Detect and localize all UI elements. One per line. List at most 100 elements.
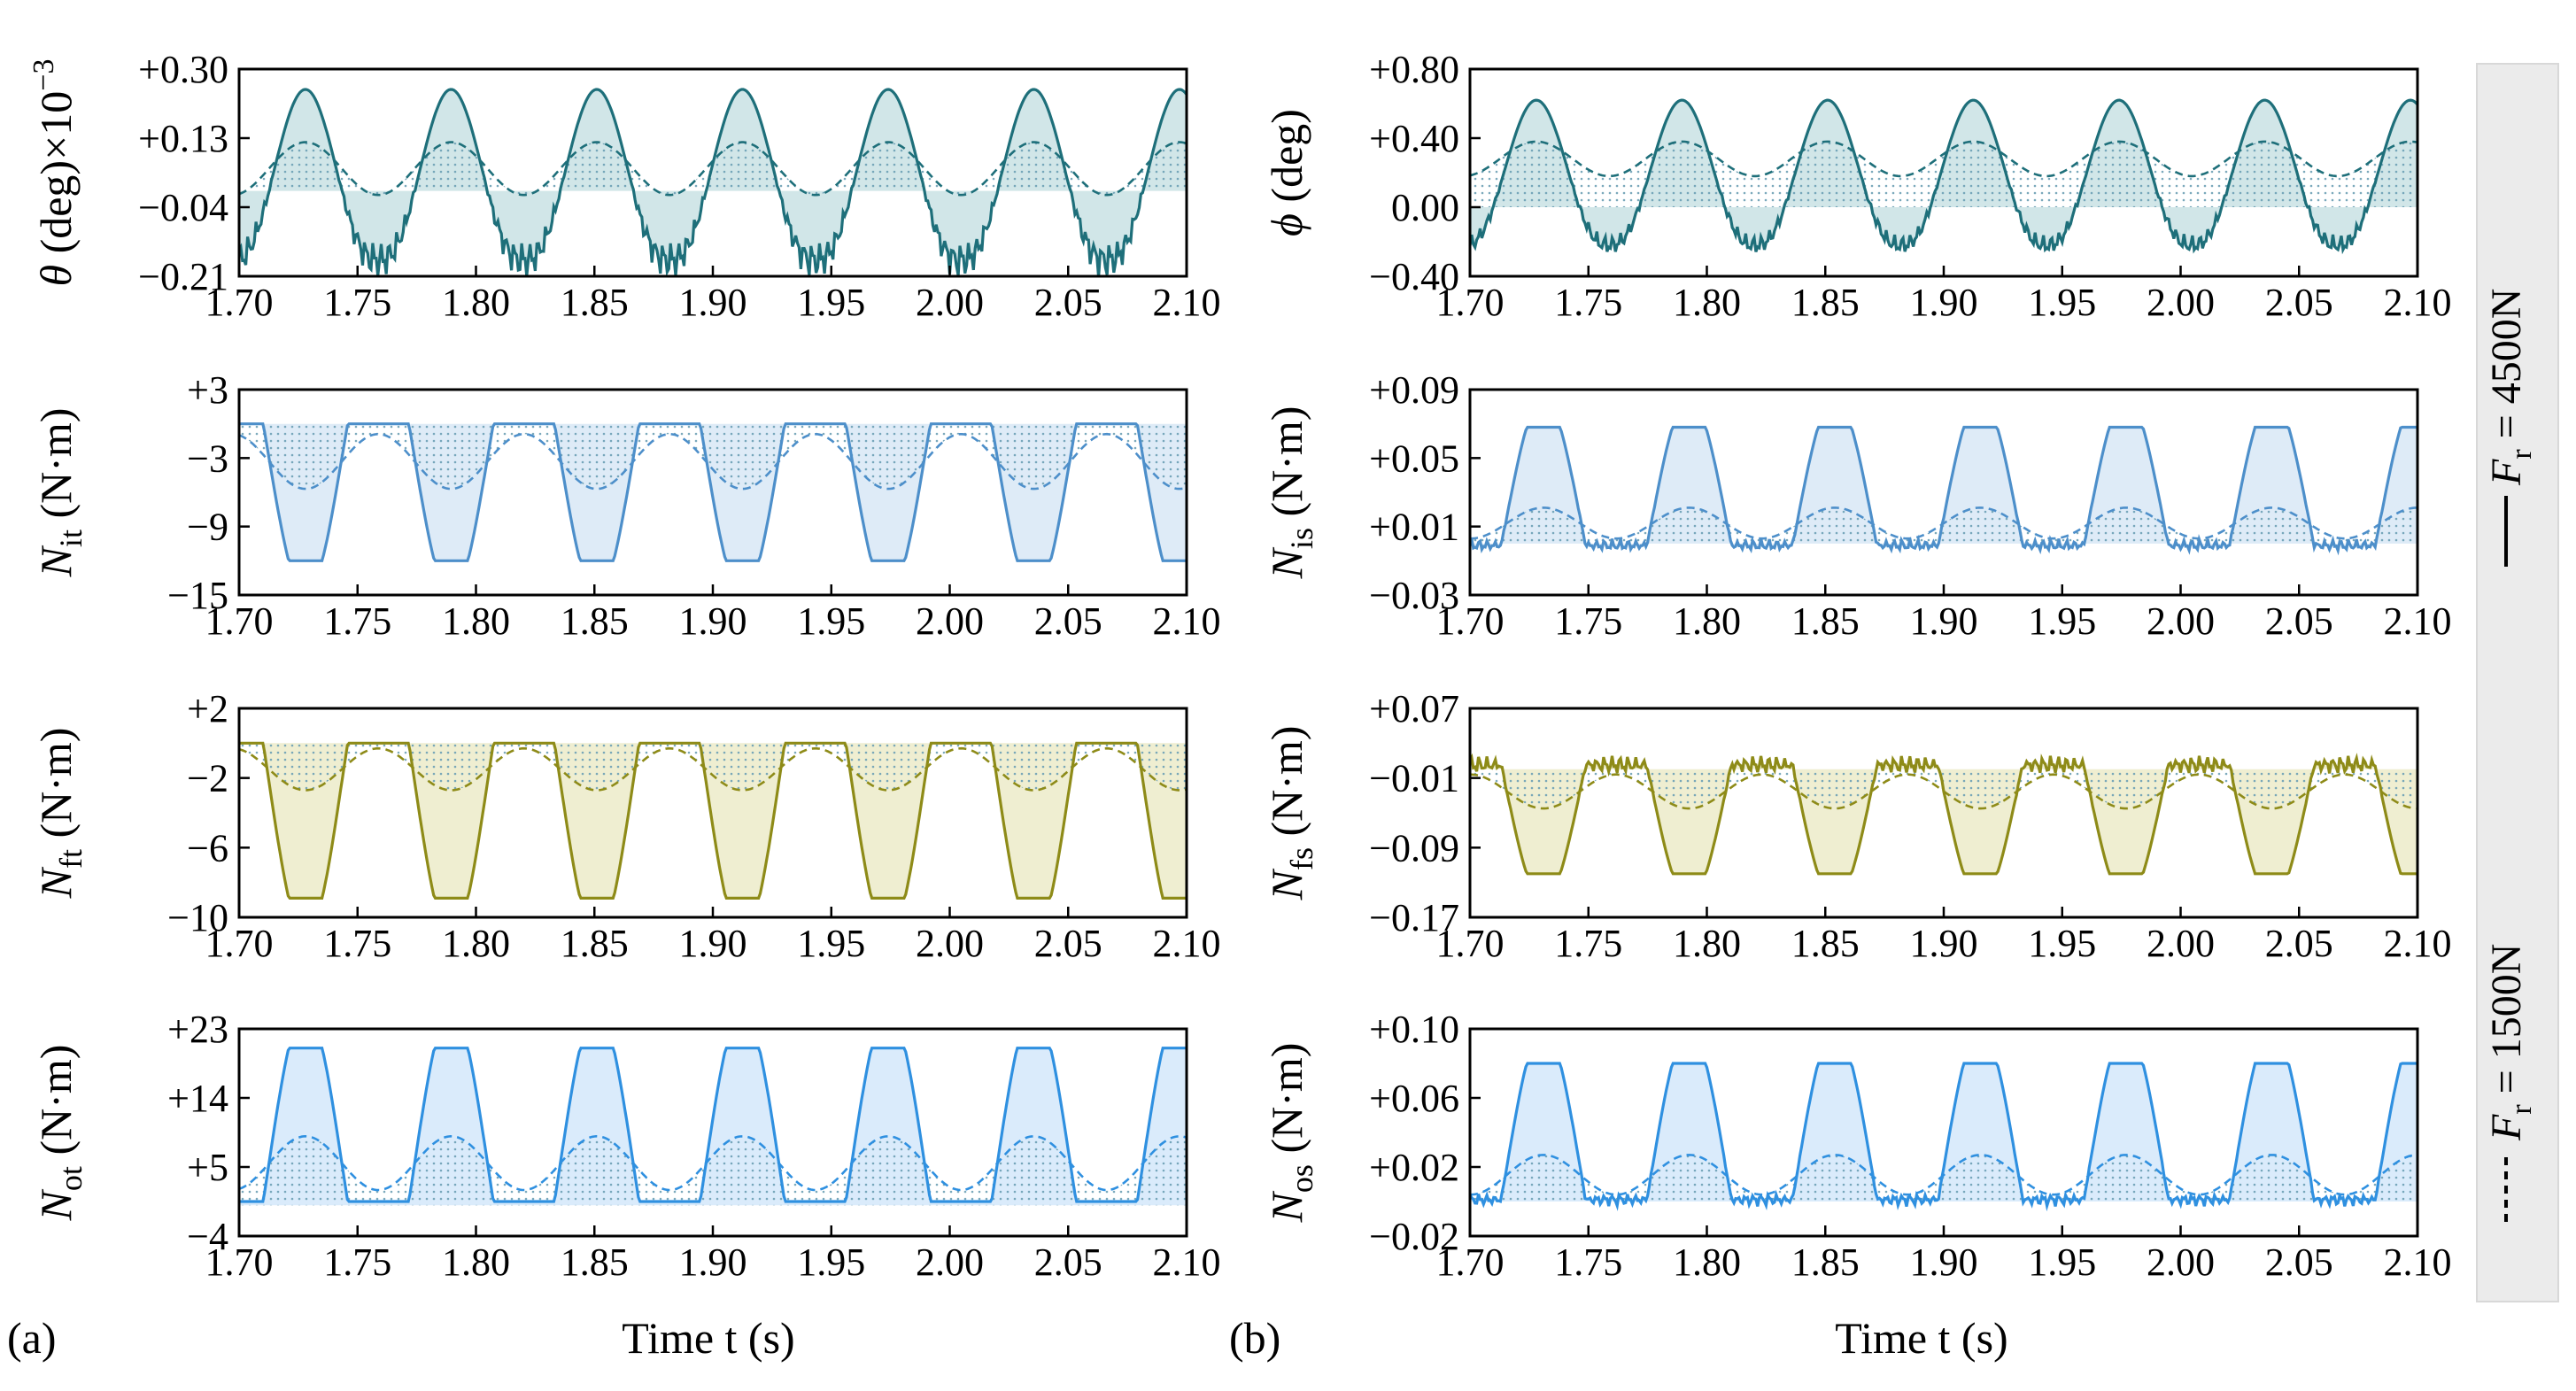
xtick-label-Nfs-6: 2.00 [2147,922,2215,965]
series-Nis-dashed [1470,506,2417,540]
xtick-label-Nfs-8: 2.10 [2384,922,2452,965]
ytick-label-Nis-3: −0.03 [1369,574,1459,617]
ytick-label-Nos-0: +0.10 [1369,1008,1459,1051]
series-Nis-solid [1468,425,2417,556]
series-Nos-dashed [1470,1154,2418,1196]
ytick-label-Nft-2: −6 [187,826,228,869]
xtick-label-phi-7: 2.05 [2265,281,2333,324]
legend: Fr = 4500N Fr = 1500N [2476,63,2559,1302]
ytick-label-Not-2: +5 [187,1146,228,1189]
xtick-label-Nft-2: 1.80 [442,922,510,965]
xtick-label-Nft-8: 2.10 [1153,922,1221,965]
xtick-label-Nis-0: 1.70 [1436,599,1505,643]
xtick-label-phi-4: 1.90 [1910,281,1978,324]
ytick-label-Nft-3: −10 [167,896,228,939]
chart-theta: +0.30 +0.13 −0.04 −0.211.70 1.75 1.80 1.85 1.90… [27,48,1221,324]
panels: +0.30+0.13−0.04−0.211.70 1.75 1.80 1.85 1.90… [27,48,2452,1284]
ytick-label-Nit-0: +3 [187,368,228,412]
legend-solid-label: Fr = 4500N [2483,289,2538,486]
ytick-label-theta-3: −0.21 [138,255,228,298]
xtick-label-phi-8: 2.10 [2384,281,2452,324]
xtick-label-Nos-6: 2.00 [2147,1240,2215,1284]
xtick-label-theta-0: 1.70 [205,281,274,324]
ytick-label-Nfs-2: −0.09 [1369,826,1459,869]
series-Nfs-dashed [1469,773,2418,810]
area-Not-dashed [239,1136,1187,1206]
xtick-label-phi-5: 1.95 [2028,281,2096,324]
series-theta-dashed [238,141,1187,197]
ytick-label-theta-0: +0.30 [138,48,228,91]
series-Not-dashed [238,1134,1187,1192]
legend-dashed-label: Fr = 1500N [2483,944,2538,1141]
ytick-label-phi-3: −0.40 [1369,255,1459,298]
panel-tag-b: (b) [1229,1313,1280,1363]
ytick-label-Nis-2: +0.01 [1369,506,1459,549]
xtick-label-Not-0: 1.70 [205,1240,274,1284]
xtick-label-Nfs-0: 1.70 [1436,922,1505,965]
xtick-label-Nis-5: 1.95 [2028,599,2096,643]
ytick-label-Nfs-0: +0.07 [1369,687,1459,730]
xtick-label-phi-2: 1.80 [1673,281,1741,324]
series-Nit-solid [239,422,1187,562]
xtick-label-Nit-8: 2.10 [1153,599,1221,643]
xtick-label-phi-0: 1.70 [1436,281,1505,324]
xtick-label-Nfs-4: 1.90 [1910,922,1978,965]
xtick-label-Nit-2: 1.80 [442,599,510,643]
xtick-label-Nft-7: 2.05 [1034,922,1102,965]
xtick-label-Nit-0: 1.70 [205,599,274,643]
series-Nit-dashed [238,433,1187,491]
xtick-label-theta-8: 2.10 [1153,281,1221,324]
ytick-label-Nit-3: −15 [167,574,228,617]
chart-Nit: +3 −3 −9 −151.70 1.75 1.80 1.85 1.90 1.95 2.00 2.0… [31,368,1221,643]
xtick-label-Nft-3: 1.85 [561,922,629,965]
y-axis-title-Nos: Nos (N·m) [1262,1043,1319,1224]
xtick-label-theta-3: 1.85 [561,281,629,324]
xtick-label-Not-1: 1.75 [323,1240,391,1284]
y-axis-title-phi: ϕ (deg) [1262,109,1311,236]
xtick-label-Nit-5: 1.95 [797,599,865,643]
xtick-label-theta-7: 2.05 [1034,281,1102,324]
chart-Not: +23 +14 +5 −41.70 1.75 1.80 1.85 1.90 1.95 2.00 2.… [31,1008,1221,1284]
series-Nft-solid [239,741,1187,900]
xtick-label-Nos-8: 2.10 [2384,1240,2452,1284]
xtick-label-Nos-2: 1.80 [1673,1240,1741,1284]
chart-phi: +0.80 +0.40 0.00 −0.401.70 1.75 1.80 1.85 1.90 1… [1262,48,2452,324]
series-phi-dashed [1469,140,2418,178]
ytick-label-Not-1: +14 [167,1077,228,1120]
ytick-label-Nfs-1: −0.01 [1369,757,1459,800]
ytick-label-theta-2: −0.04 [138,186,228,229]
xtick-label-Nfs-1: 1.75 [1554,922,1622,965]
xtick-label-Nis-2: 1.80 [1673,599,1741,643]
xtick-label-Nos-7: 2.05 [2265,1240,2333,1284]
xtick-label-Nit-1: 1.75 [323,599,391,643]
panel-tag-a: (a) [7,1313,57,1363]
legend-background [2476,63,2559,1302]
xtick-label-theta-5: 1.95 [797,281,865,324]
xtick-label-Nft-6: 2.00 [916,922,984,965]
xtick-label-Nfs-7: 2.05 [2265,922,2333,965]
y-axis-title-Not: Not (N·m) [31,1045,89,1222]
xtick-label-Nis-1: 1.75 [1554,599,1622,643]
ytick-label-Nis-1: +0.05 [1369,437,1459,480]
chart-Nft: +2 −2 −6 −101.70 1.75 1.80 1.85 1.90 1.95 2.00 2.0… [31,687,1221,965]
series-phi-solid [1468,98,2419,255]
xtick-label-theta-4: 1.90 [679,281,747,324]
xtick-label-Nis-7: 2.05 [2265,599,2333,643]
legend-entry-solid: Fr = 4500N [2483,289,2538,567]
xtick-label-Not-4: 1.90 [679,1240,747,1284]
x-axis-title-b: Time t (s) [1835,1313,2007,1363]
chart-Nis: +0.09 +0.05 +0.01 −0.031.70 1.75 1.80 1.85 1.90… [1262,368,2452,643]
ytick-label-Nit-2: −9 [187,506,228,549]
ytick-label-Nft-1: −2 [187,757,228,800]
ytick-label-Nis-0: +0.09 [1369,368,1459,412]
xtick-label-Nit-6: 2.00 [916,599,984,643]
ytick-label-phi-1: +0.40 [1369,117,1459,160]
xtick-label-Nft-5: 1.95 [797,922,865,965]
x-axis-title-a: Time t (s) [622,1313,794,1363]
ytick-label-phi-0: +0.80 [1369,48,1459,91]
series-Not-solid [239,1047,1187,1203]
legend-entry-dashed: Fr = 1500N [2483,944,2538,1222]
series-Nos-solid [1468,1062,2417,1212]
xtick-label-Not-3: 1.85 [561,1240,629,1284]
